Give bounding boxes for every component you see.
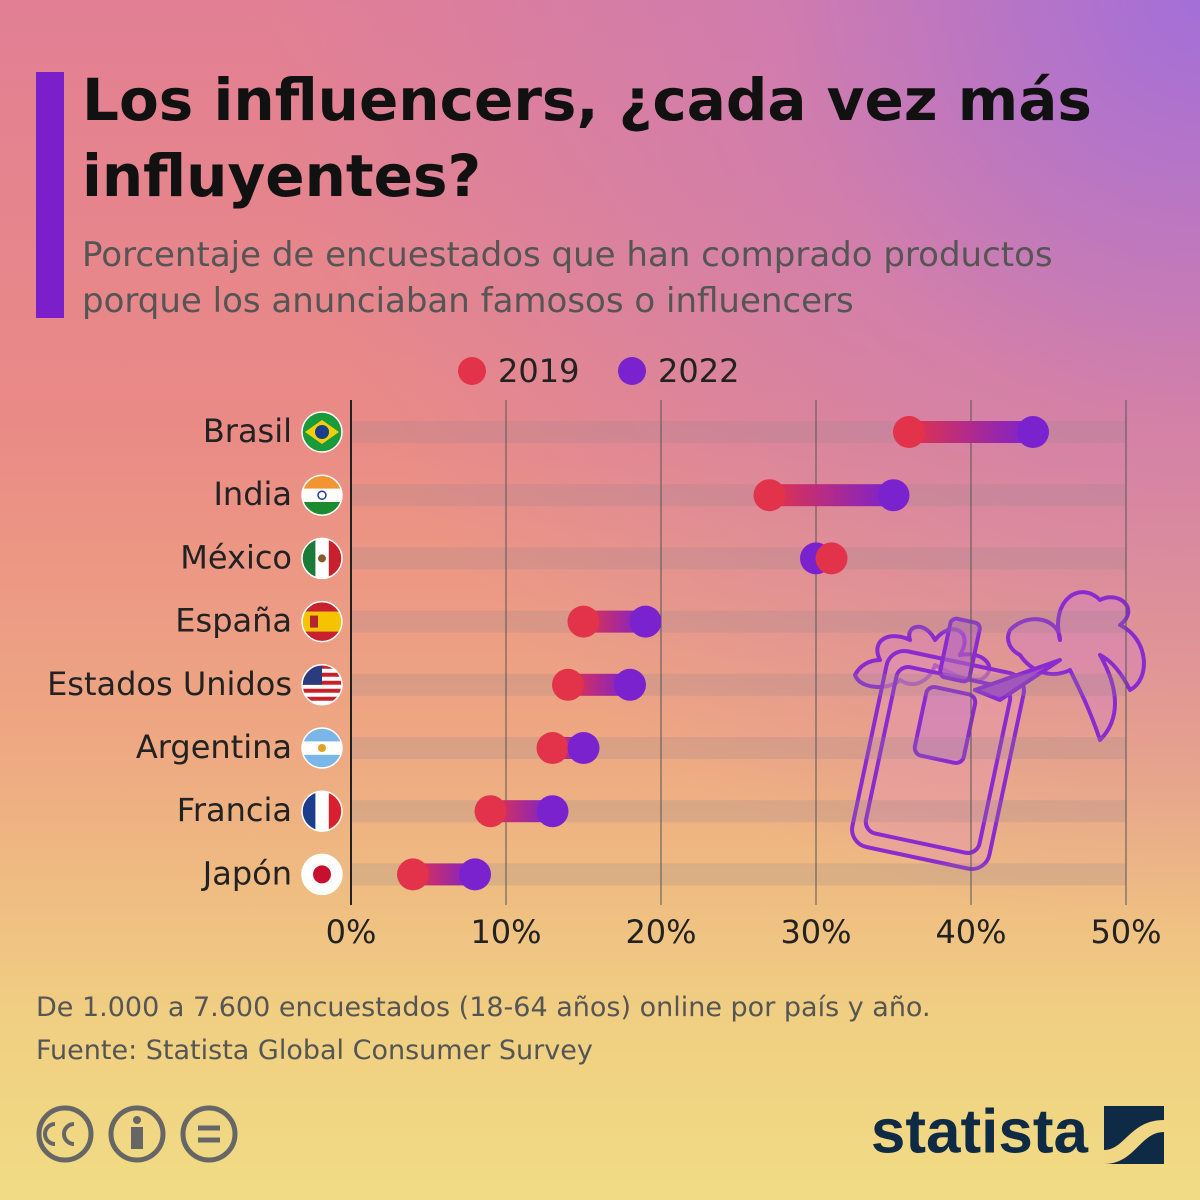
dot (397, 858, 429, 891)
dot (893, 416, 925, 448)
legend-label: 2019 (498, 352, 579, 390)
flag (301, 664, 343, 706)
flag (301, 474, 343, 516)
connector (909, 421, 1033, 443)
dot (614, 668, 646, 701)
x-tick-label: 30% (780, 913, 851, 951)
dot (877, 479, 910, 512)
logo: statista (871, 1097, 1164, 1166)
category-label: Japón (201, 854, 292, 892)
legend-label: 2022 (658, 352, 739, 390)
logo-text: statista (871, 1097, 1089, 1166)
dot (459, 858, 491, 891)
connector (769, 484, 894, 507)
dot (753, 479, 786, 512)
chart-subtitle: Porcentaje de encuestados que han compra… (82, 235, 1053, 321)
x-tick-label: 10% (470, 913, 541, 951)
row-band (351, 863, 1126, 886)
row-band (351, 484, 1126, 507)
category-label: Estados Unidos (47, 665, 292, 703)
flag (301, 537, 343, 580)
category-label: India (213, 475, 292, 513)
category-label: Brasil (203, 412, 292, 450)
flag (301, 853, 343, 896)
row-band (351, 800, 1126, 823)
accent-bar (36, 72, 64, 318)
flag (301, 600, 343, 643)
dot (629, 605, 662, 638)
dot (536, 795, 569, 828)
dot (552, 668, 584, 701)
category-label: Argentina (136, 728, 292, 766)
category-label: España (175, 602, 292, 640)
dot (567, 605, 600, 638)
dot (1017, 416, 1049, 448)
flag (301, 790, 343, 832)
dot (536, 732, 569, 764)
flag (301, 727, 343, 769)
connector (413, 863, 475, 886)
category-label: Francia (177, 791, 292, 829)
footnote: De 1.000 a 7.600 encuestados (18-64 años… (36, 992, 931, 1023)
legend-marker (618, 357, 646, 385)
x-tick-label: 40% (935, 913, 1006, 951)
illustration (850, 590, 1146, 872)
dot (815, 542, 848, 575)
cc-icons (36, 1105, 238, 1163)
connector (583, 610, 646, 633)
row-band (351, 610, 1126, 633)
x-tick-label: 0% (326, 913, 377, 951)
connector (490, 800, 553, 823)
source: Fuente: Statista Global Consumer Survey (36, 1035, 593, 1066)
dot (567, 732, 600, 764)
dot (474, 795, 507, 828)
x-tick-label: 50% (1090, 913, 1161, 951)
chart-title: Los influencers, ¿cada vez más influyent… (82, 66, 1092, 210)
row-band (351, 547, 1126, 570)
category-label: México (180, 538, 292, 576)
flag (301, 411, 343, 453)
connector (568, 673, 630, 696)
x-tick-label: 20% (625, 913, 696, 951)
legend-marker (458, 357, 486, 385)
row-band (351, 737, 1126, 759)
row-band (351, 673, 1126, 696)
